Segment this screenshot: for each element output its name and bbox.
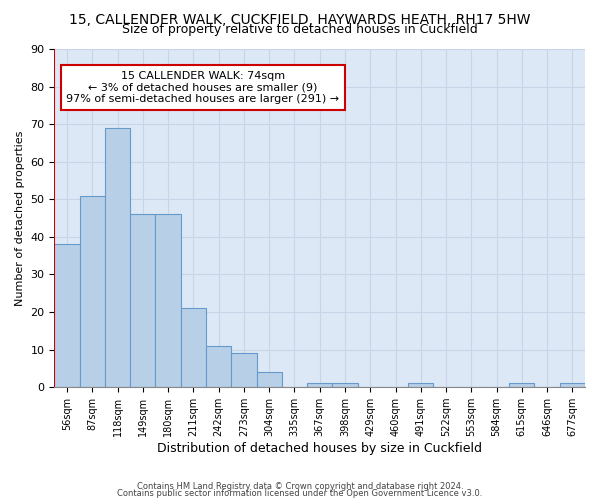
Bar (55, 244, 80, 387)
Bar (332, 384, 358, 387)
Bar (105, 128, 130, 387)
Bar (130, 214, 155, 387)
Y-axis label: Number of detached properties: Number of detached properties (15, 130, 25, 306)
Bar (181, 308, 206, 387)
Bar (80, 196, 105, 387)
Text: 15 CALLENDER WALK: 74sqm
← 3% of detached houses are smaller (9)
97% of semi-det: 15 CALLENDER WALK: 74sqm ← 3% of detache… (67, 71, 340, 104)
Bar (155, 214, 181, 387)
Text: Contains public sector information licensed under the Open Government Licence v3: Contains public sector information licen… (118, 489, 482, 498)
Bar (560, 384, 585, 387)
Text: Size of property relative to detached houses in Cuckfield: Size of property relative to detached ho… (122, 22, 478, 36)
Text: Contains HM Land Registry data © Crown copyright and database right 2024.: Contains HM Land Registry data © Crown c… (137, 482, 463, 491)
Bar (206, 346, 231, 387)
X-axis label: Distribution of detached houses by size in Cuckfield: Distribution of detached houses by size … (157, 442, 482, 455)
Bar (509, 384, 535, 387)
Bar (307, 384, 332, 387)
Text: 15, CALLENDER WALK, CUCKFIELD, HAYWARDS HEATH, RH17 5HW: 15, CALLENDER WALK, CUCKFIELD, HAYWARDS … (69, 12, 531, 26)
Bar (408, 384, 433, 387)
Bar (257, 372, 282, 387)
Bar (231, 354, 257, 387)
